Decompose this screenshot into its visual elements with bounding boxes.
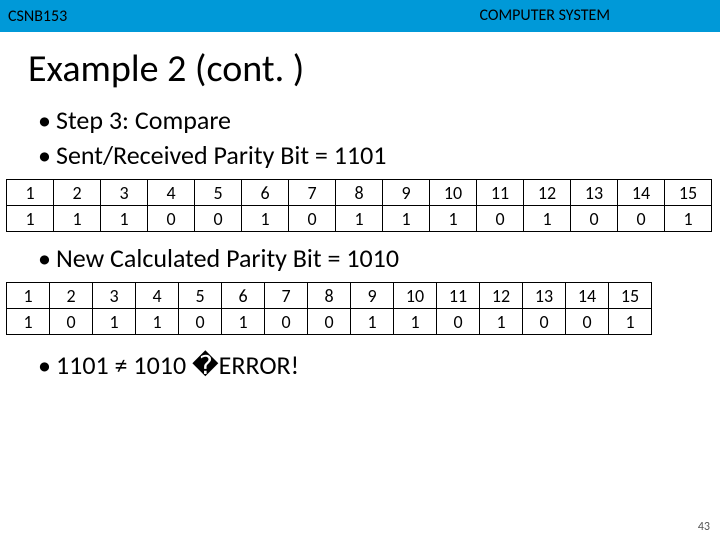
slide-title: Example 2 (cont. )	[28, 46, 720, 92]
table-cell: 0	[618, 206, 665, 232]
table-cell: 1	[609, 309, 652, 335]
table-cell: 6	[222, 283, 265, 309]
table-row: 1 2 3 4 5 6 7 8 9 10 11 12 13 14 15	[7, 283, 652, 309]
bullet-step-text: Step 3: Compare	[56, 104, 231, 137]
table-cell: 0	[477, 206, 524, 232]
table-cell: 8	[308, 283, 351, 309]
table-cell: 5	[179, 283, 222, 309]
slide: CSNB153 COMPUTER SYSTEM Example 2 (cont.…	[0, 0, 720, 540]
table-cell: 0	[308, 309, 351, 335]
table-cell: 1	[7, 180, 54, 206]
table-cell: 9	[383, 180, 430, 206]
table-cell: 0	[437, 309, 480, 335]
table-cell: 1	[480, 309, 523, 335]
table-cell: 1	[7, 206, 54, 232]
bullet-list: • Step 3: Compare • Sent/Received Parity…	[38, 104, 700, 171]
table-cell: 4	[148, 180, 195, 206]
table-cell: 1	[383, 206, 430, 232]
table-cell: 15	[609, 283, 652, 309]
table-cell: 0	[195, 206, 242, 232]
table-cell: 0	[523, 309, 566, 335]
parity-table-2: 1 2 3 4 5 6 7 8 9 10 11 12 13 14 15 1 0 …	[6, 282, 652, 335]
parity-table-1: 1 2 3 4 5 6 7 8 9 10 11 12 13 14 15 1 1 …	[6, 179, 712, 232]
bullet-step: • Step 3: Compare	[38, 104, 700, 137]
table-cell: 2	[54, 180, 101, 206]
table-cell: 0	[566, 309, 609, 335]
table-cell: 9	[351, 283, 394, 309]
bullet-dot-icon: •	[38, 242, 56, 274]
table-cell: 8	[336, 180, 383, 206]
table-cell: 14	[566, 283, 609, 309]
bullet-sent-recv: • Sent/Received Parity Bit = 1101	[38, 139, 700, 172]
table-cell: 15	[665, 180, 712, 206]
table-cell: 10	[394, 283, 437, 309]
course-title: COMPUTER SYSTEM	[480, 6, 611, 25]
table-cell: 13	[523, 283, 566, 309]
table-row: 1 1 1 0 0 1 0 1 1 1 0 1 0 0 1	[7, 206, 712, 232]
table-cell: 4	[136, 283, 179, 309]
table-cell: 1	[54, 206, 101, 232]
table-cell: 0	[179, 309, 222, 335]
table-cell: 1	[242, 206, 289, 232]
bullet-dot-icon: •	[38, 349, 56, 381]
table-cell: 1	[101, 206, 148, 232]
table-cell: 7	[265, 283, 308, 309]
table-cell: 3	[93, 283, 136, 309]
table-cell: 1	[93, 309, 136, 335]
table-cell: 0	[265, 309, 308, 335]
table-cell: 1	[222, 309, 265, 335]
table-cell: 1	[136, 309, 179, 335]
bullet-new-calc: • New Calculated Parity Bit = 1010	[38, 242, 720, 274]
table-cell: 1	[430, 206, 477, 232]
bullet-error: • 1101 ≠ 1010 �ERROR!	[38, 349, 720, 381]
bullet-new-calc-text: New Calculated Parity Bit = 1010	[56, 242, 399, 274]
table-cell: 1	[7, 309, 50, 335]
bullet-error-text: 1101 ≠ 1010 �ERROR!	[56, 349, 299, 381]
table-cell: 14	[618, 180, 665, 206]
table-cell: 2	[50, 283, 93, 309]
table-cell: 0	[50, 309, 93, 335]
course-code: CSNB153	[8, 7, 67, 26]
table-cell: 0	[148, 206, 195, 232]
bullet-dot-icon: •	[38, 139, 56, 172]
table-cell: 0	[289, 206, 336, 232]
table-cell: 0	[571, 206, 618, 232]
table-cell: 11	[477, 180, 524, 206]
bullet-sent-recv-text: Sent/Received Parity Bit = 1101	[56, 139, 386, 172]
table-cell: 12	[480, 283, 523, 309]
table-cell: 11	[437, 283, 480, 309]
page-number: 43	[698, 520, 710, 534]
table-cell: 1	[336, 206, 383, 232]
table-cell: 12	[524, 180, 571, 206]
table-cell: 1	[524, 206, 571, 232]
table-cell: 1	[7, 283, 50, 309]
table-cell: 13	[571, 180, 618, 206]
table-cell: 6	[242, 180, 289, 206]
table-cell: 5	[195, 180, 242, 206]
table-cell: 7	[289, 180, 336, 206]
table-row: 1 0 1 1 0 1 0 0 1 1 0 1 0 0 1	[7, 309, 652, 335]
bullet-dot-icon: •	[38, 104, 56, 137]
table-cell: 3	[101, 180, 148, 206]
table-cell: 1	[394, 309, 437, 335]
table-cell: 1	[665, 206, 712, 232]
table-cell: 1	[351, 309, 394, 335]
table-cell: 10	[430, 180, 477, 206]
header-bar: CSNB153 COMPUTER SYSTEM	[0, 0, 720, 32]
table-row: 1 2 3 4 5 6 7 8 9 10 11 12 13 14 15	[7, 180, 712, 206]
